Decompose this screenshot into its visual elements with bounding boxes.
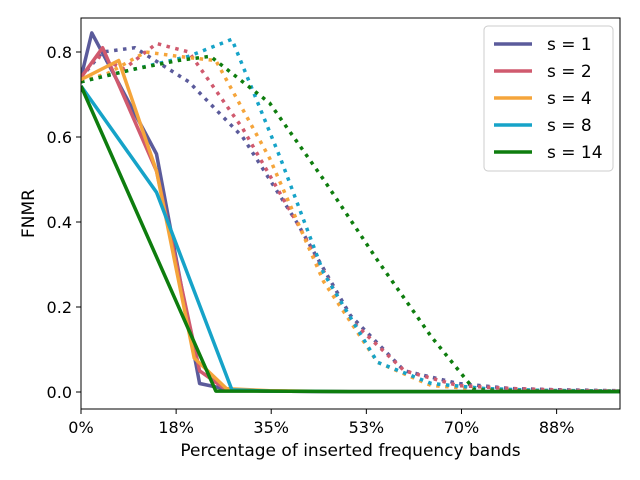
- series-line-solid: [81, 85, 620, 394]
- x-tick-label: 70%: [444, 418, 480, 437]
- x-tick-label: 18%: [158, 418, 194, 437]
- legend-label: s = 14: [547, 143, 603, 163]
- x-axis: 0% 18% 35% 53% 70% 88%: [68, 409, 574, 437]
- x-axis-label: Percentage of inserted frequency bands: [180, 441, 520, 461]
- legend-label: s = 4: [547, 89, 592, 109]
- series-layer: [81, 31, 620, 394]
- series-line-dotted: [81, 45, 620, 393]
- series-line-dotted: [81, 41, 620, 393]
- legend-label: s = 1: [547, 35, 592, 55]
- series-line-dotted: [81, 54, 620, 393]
- x-tick-label: 88%: [539, 418, 575, 437]
- y-tick-label: 0.6: [47, 128, 72, 147]
- legend-box: [483, 25, 614, 172]
- y-tick-label: 0.0: [47, 383, 72, 402]
- y-tick-label: 0.2: [47, 298, 72, 317]
- y-tick-label: 0.8: [47, 43, 72, 62]
- y-axis-label: FNMR: [19, 189, 39, 238]
- plot-frame: [80, 17, 621, 410]
- legend: s = 1 s = 2 s = 4 s = 8 s = 14: [483, 25, 614, 172]
- y-tick-label: 0.4: [47, 213, 72, 232]
- series-line-dotted: [81, 50, 620, 393]
- x-tick-label: 35%: [253, 418, 289, 437]
- legend-label: s = 8: [547, 116, 592, 136]
- x-tick-label: 0%: [68, 418, 93, 437]
- x-tick-label: 53%: [349, 418, 385, 437]
- y-axis: 0.0 0.2 0.4 0.6 0.8: [47, 43, 81, 402]
- legend-label: s = 2: [547, 62, 592, 82]
